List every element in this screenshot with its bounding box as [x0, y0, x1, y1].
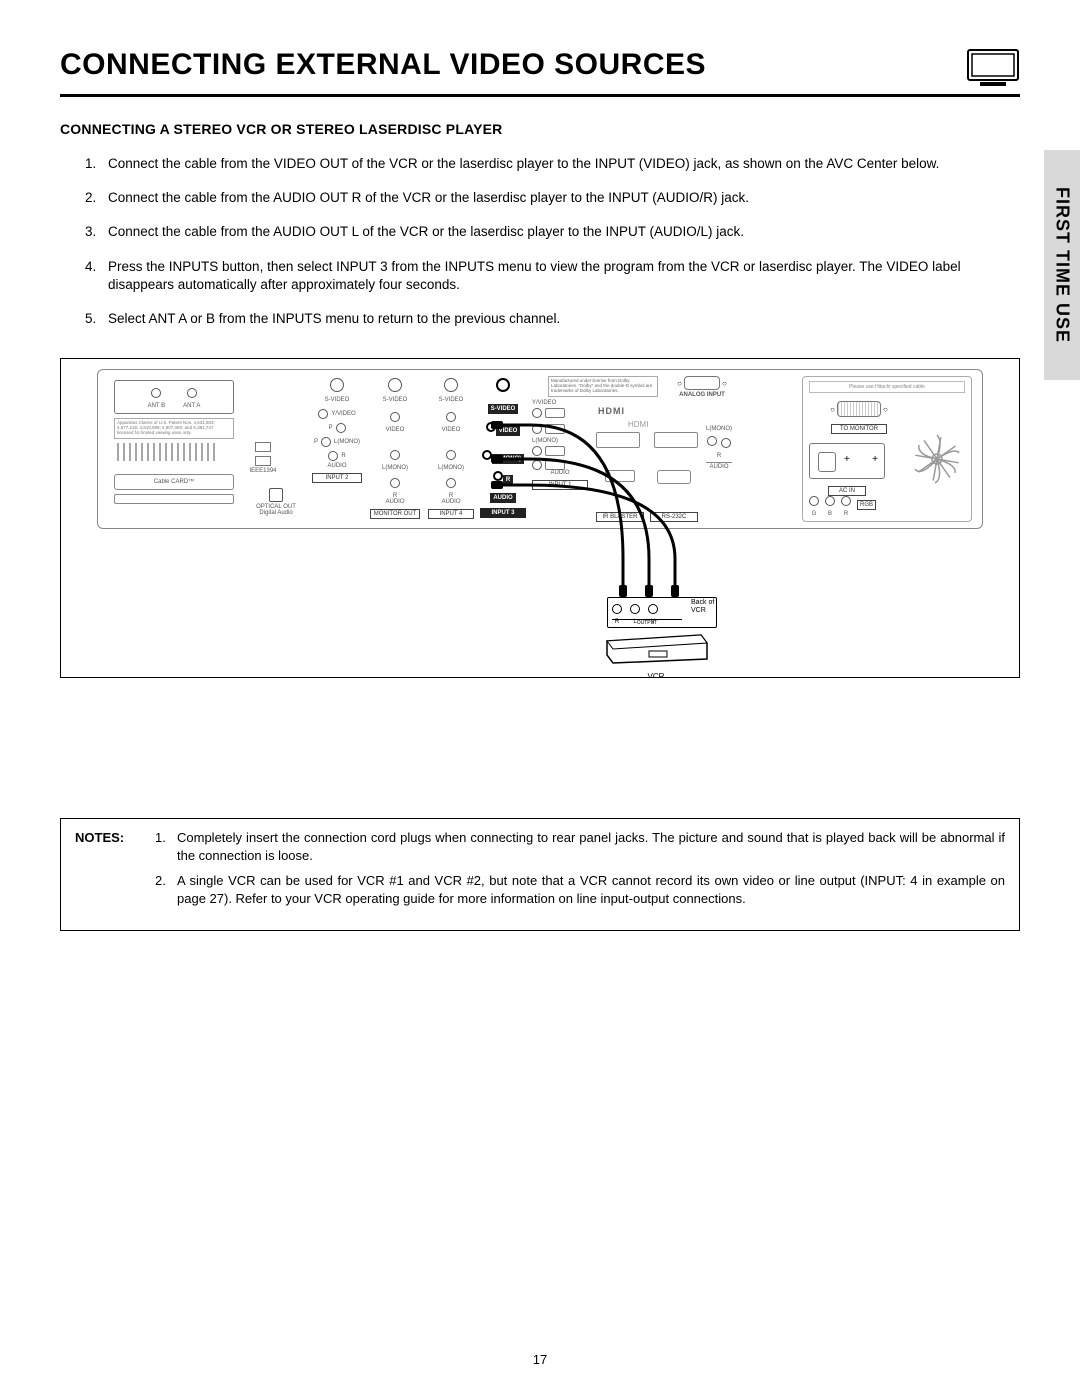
note-item: 2. A single VCR can be used for VCR #1 a…	[155, 872, 1005, 907]
side-tab-label: FIRST TIME USE	[1052, 187, 1073, 343]
ant-section: ANT B ANT A Apparatus Claims of U.S. Pat…	[114, 380, 234, 504]
to-monitor-label: TO MONITOR	[831, 424, 887, 434]
pr-jack	[321, 437, 331, 447]
note-text: A single VCR can be used for VCR #1 and …	[177, 872, 1005, 907]
side-tab: FIRST TIME USE	[1044, 150, 1080, 380]
rear-panel: ANT B ANT A Apparatus Claims of U.S. Pat…	[97, 369, 983, 529]
notes-box: NOTES: 1. Completely insert the connecti…	[60, 818, 1020, 930]
y-jack	[318, 409, 328, 419]
hdmi1-port	[596, 432, 640, 448]
input4-col: S-VIDEO VIDEO L(MONO) R AUDIO INPUT 4	[428, 378, 474, 519]
notes-list: 1. Completely insert the connection cord…	[155, 829, 1005, 915]
fan-icon	[909, 431, 965, 487]
ant-a-label: ANT A	[183, 403, 200, 409]
input1-col: Y/VIDEO L(MONO) AUDIO INPUT 1	[532, 400, 588, 490]
optical-section: OPTICAL OUT Digital Audio	[248, 488, 304, 516]
monitorout-col: S-VIDEO VIDEO L(MONO) R AUDIO MONITOR OU…	[370, 378, 420, 519]
step-item: Connect the cable from the AUDIO OUT R o…	[100, 189, 1020, 207]
note-number: 1.	[155, 829, 177, 864]
patent-text: Apparatus Claims of U.S. Patent Nos. 4,6…	[114, 418, 234, 439]
hitachi-note: Please use Hitachi specified cable	[809, 381, 965, 393]
tv-icon	[966, 48, 1020, 88]
input2-label: INPUT 2	[312, 473, 362, 483]
input3-video-jack	[486, 422, 496, 432]
vcr-caption: VCR	[601, 672, 711, 678]
cablecard-label: Cable CARD™	[154, 479, 194, 485]
ant-a-jack	[187, 388, 197, 398]
rs232-section: RS-232C	[650, 470, 698, 522]
page-root: FIRST TIME USE CONNECTING EXTERNAL VIDEO…	[0, 0, 1080, 1397]
step-item: Select ANT A or B from the INPUTS menu t…	[100, 310, 1020, 328]
vcr-back: R L V OUTPUT Back of VCR	[607, 597, 717, 628]
input2-col: S-VIDEO Y/VIDEO P PL(MONO) R AUDIO INPUT…	[312, 378, 362, 483]
input3-l-jack	[482, 450, 492, 460]
ant-b-jack	[151, 388, 161, 398]
vent-icon	[114, 441, 234, 463]
notes-label: NOTES:	[75, 829, 155, 915]
input4-label: INPUT 4	[428, 509, 474, 519]
steps-list: Connect the cable from the VIDEO OUT of …	[100, 155, 1020, 328]
step-item: Connect the cable from the VIDEO OUT of …	[100, 155, 1020, 173]
title-row: CONNECTING EXTERNAL VIDEO SOURCES	[60, 48, 1020, 97]
input1-label: INPUT 1	[532, 480, 588, 490]
page-number: 17	[0, 1352, 1080, 1367]
r-jack	[328, 451, 338, 461]
step-item: Press the INPUTS button, then select INP…	[100, 258, 1020, 294]
hdmi2-port	[654, 432, 698, 448]
section-subtitle: CONNECTING A STEREO VCR OR STEREO LASERD…	[60, 121, 1020, 137]
pb-jack	[336, 423, 346, 433]
page-title: CONNECTING EXTERNAL VIDEO SOURCES	[60, 48, 706, 82]
hdmi-logo: HDMI	[598, 406, 625, 416]
monitorout-label: MONITOR OUT	[370, 509, 420, 519]
irblaster-section: IR BLASTER	[596, 470, 644, 522]
optical-label2: Digital Audio	[248, 510, 304, 516]
input3-col: S-VIDEO VIDEO L(MONO) R AUDIO INPUT 3	[480, 378, 526, 518]
hdmi-label: HDMI	[628, 420, 648, 429]
vcr-label-small: VCR	[691, 607, 706, 614]
ant-b-label: ANT B	[148, 403, 166, 409]
back-of-label: Back of	[691, 599, 714, 606]
input3-label: INPUT 3	[480, 508, 526, 518]
dolby-text: Manufactured under license from Dolby La…	[548, 376, 658, 397]
note-number: 2.	[155, 872, 177, 907]
note-item: 1. Completely insert the connection cord…	[155, 829, 1005, 864]
input3-r-jack	[493, 471, 503, 481]
monitor-block: Please use Hitachi specified cable ○ ○ T…	[802, 376, 972, 522]
analog-input-section: ○ ○ ANALOG INPUT	[662, 376, 742, 398]
step-item: Connect the cable from the AUDIO OUT L o…	[100, 223, 1020, 241]
connection-diagram: ANT B ANT A Apparatus Claims of U.S. Pat…	[60, 358, 1020, 678]
ieee-section: IEEE1394	[248, 442, 278, 474]
svideo-jack	[330, 378, 344, 392]
vcr-unit: VCR	[601, 633, 711, 678]
note-text: Completely insert the connection cord pl…	[177, 829, 1005, 864]
analog-audio: L(MONO) R AUDIO	[706, 426, 732, 470]
